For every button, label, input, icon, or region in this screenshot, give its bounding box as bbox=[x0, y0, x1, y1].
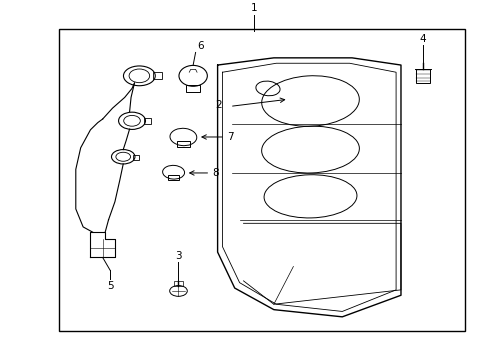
Bar bbox=[59, 29, 464, 331]
Bar bbox=[177, 141, 189, 147]
Text: 8: 8 bbox=[212, 168, 219, 178]
Bar bbox=[133, 154, 139, 159]
Bar bbox=[143, 118, 150, 124]
Text: 1: 1 bbox=[250, 3, 257, 13]
Text: 2: 2 bbox=[214, 100, 221, 110]
Text: 3: 3 bbox=[175, 251, 182, 261]
Bar bbox=[153, 72, 162, 80]
Bar bbox=[186, 85, 200, 92]
Text: 4: 4 bbox=[419, 34, 426, 44]
Text: 7: 7 bbox=[227, 132, 234, 142]
Text: 6: 6 bbox=[197, 41, 203, 51]
Bar bbox=[168, 175, 179, 180]
Bar bbox=[415, 69, 429, 83]
Text: 5: 5 bbox=[106, 281, 113, 291]
Bar bbox=[173, 281, 183, 286]
